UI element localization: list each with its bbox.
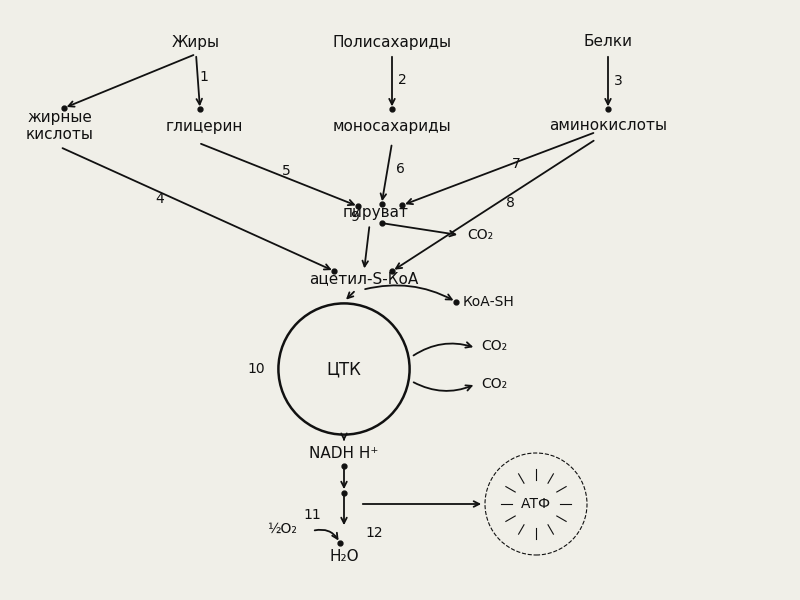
Text: пируват: пируват	[343, 205, 409, 220]
Text: КоА-SH: КоА-SH	[462, 295, 514, 309]
Text: ацетил-S-КоА: ацетил-S-КоА	[310, 271, 418, 286]
Text: ЦТК: ЦТК	[326, 360, 362, 378]
Text: жирные
кислоты: жирные кислоты	[26, 110, 94, 142]
Text: CO₂: CO₂	[467, 228, 494, 242]
Text: NADH H⁺: NADH H⁺	[310, 445, 378, 461]
Text: CO₂: CO₂	[482, 377, 508, 391]
Text: 12: 12	[366, 526, 383, 540]
Text: АТФ: АТФ	[521, 497, 551, 511]
Text: Полисахариды: Полисахариды	[333, 34, 451, 49]
Text: 5: 5	[282, 164, 290, 178]
Text: 7: 7	[512, 157, 520, 172]
Text: 1: 1	[199, 70, 209, 84]
Text: 10: 10	[247, 362, 265, 376]
Text: моносахариды: моносахариды	[333, 118, 451, 133]
Text: 3: 3	[614, 74, 622, 88]
Text: Белки: Белки	[583, 34, 633, 49]
Text: 2: 2	[398, 73, 406, 88]
Text: 6: 6	[395, 162, 405, 176]
Text: Жиры: Жиры	[172, 34, 220, 49]
Text: 11: 11	[303, 508, 321, 522]
Text: CO₂: CO₂	[482, 339, 508, 353]
Text: аминокислоты: аминокислоты	[549, 118, 667, 133]
Text: 4: 4	[156, 192, 164, 206]
Text: 9: 9	[350, 210, 359, 224]
Text: глицерин: глицерин	[166, 118, 242, 133]
Text: 8: 8	[506, 196, 515, 210]
Text: ½O₂: ½O₂	[267, 522, 298, 536]
Text: H₂O: H₂O	[329, 550, 359, 564]
